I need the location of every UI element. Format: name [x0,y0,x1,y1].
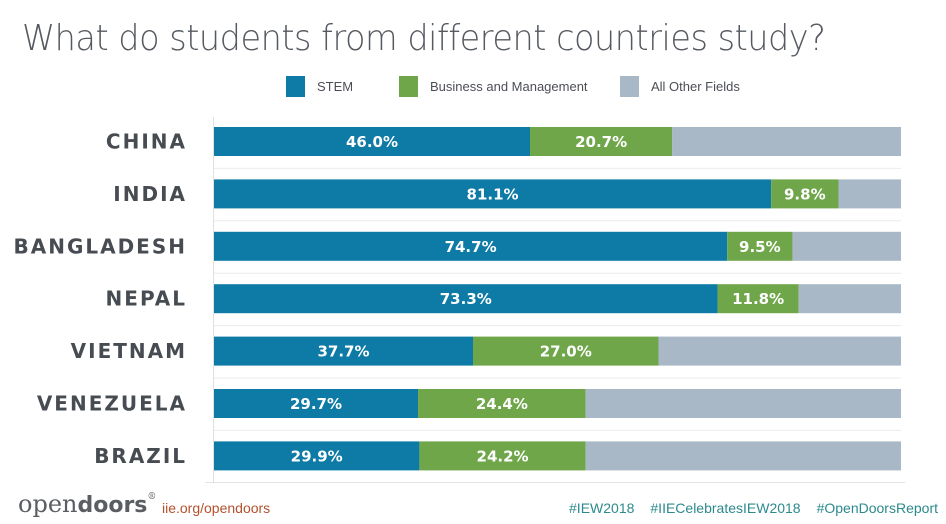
hashtag[interactable]: #OpenDoorsReport [816,500,938,516]
bar-segment-business-and-management [418,389,586,418]
hashtag[interactable]: #IEW2018 [569,500,635,516]
data-label: 20.7% [575,133,627,151]
registered-mark: ® [147,492,157,502]
bar-segment-all-other-fields [672,127,901,156]
legend-swatch-business [399,76,418,97]
bar-segment-stem [214,441,420,471]
data-label: 29.7% [290,395,342,413]
bar-segment-stem [214,336,473,366]
logo-text-open: open [18,490,78,518]
bar-segment-business-and-management [530,127,673,156]
legend: STEM Business and Management All Other F… [0,76,946,100]
data-label: 46.0% [346,133,398,151]
legend-item-business: Business and Management [399,76,588,97]
hashtag-list: #IEW2018 #IIECelebratesIEW2018 #OpenDoor… [569,500,938,516]
legend-swatch-other [620,76,639,97]
data-label: 9.8% [784,185,826,203]
bar-segment-all-other-fields [838,179,901,209]
data-label: 27.0% [540,343,592,361]
opendoors-logo: opendoors® [18,490,156,518]
footer-divider [205,482,905,483]
bar-segment-stem [214,179,772,209]
category-label: VENEZUELA [37,392,187,416]
data-label: 24.2% [477,447,529,465]
bar-segment-business-and-management [717,284,799,314]
data-label: 73.3% [440,290,492,308]
bar-segment-all-other-fields [585,441,901,471]
footer-url-link[interactable]: iie.org/opendoors [162,500,271,516]
data-label: 9.5% [739,238,781,256]
category-label: BRAZIL [94,444,187,468]
category-label: VIETNAM [71,339,187,363]
bar-segment-business-and-management [419,441,586,471]
bar-segment-all-other-fields [792,231,901,261]
bar-segment-all-other-fields [585,389,901,418]
hashtag[interactable]: #IIECelebratesIEW2018 [650,500,801,516]
legend-item-other: All Other Fields [620,76,740,97]
bar-segment-stem [214,127,531,156]
bar-segment-all-other-fields [658,336,901,366]
category-label: INDIA [113,182,187,206]
category-label: CHINA [106,130,187,154]
data-label: 29.9% [291,447,343,465]
bar-segment-all-other-fields [798,284,901,314]
bar-segment-business-and-management [771,179,839,209]
legend-label-stem: STEM [317,79,354,94]
bar-segment-business-and-management [472,336,659,366]
legend-item-stem: STEM [286,76,353,97]
chart-title: What do students from different countrie… [22,18,826,59]
category-label: BANGLADESH [13,234,187,258]
data-label: 37.7% [317,343,369,361]
bar-segment-business-and-management [727,231,793,261]
data-label: 74.7% [445,238,497,256]
data-label: 11.8% [732,290,784,308]
data-label: 24.4% [476,395,528,413]
bar-segment-stem [214,284,718,314]
category-label: NEPAL [106,287,187,311]
legend-label-other: All Other Fields [651,79,740,94]
legend-swatch-stem [286,76,305,97]
data-label: 81.1% [467,185,519,203]
legend-label-business: Business and Management [430,79,588,94]
logo-text-doors: doors [77,493,148,518]
bar-segment-stem [214,231,728,261]
bar-segment-stem [214,389,419,418]
